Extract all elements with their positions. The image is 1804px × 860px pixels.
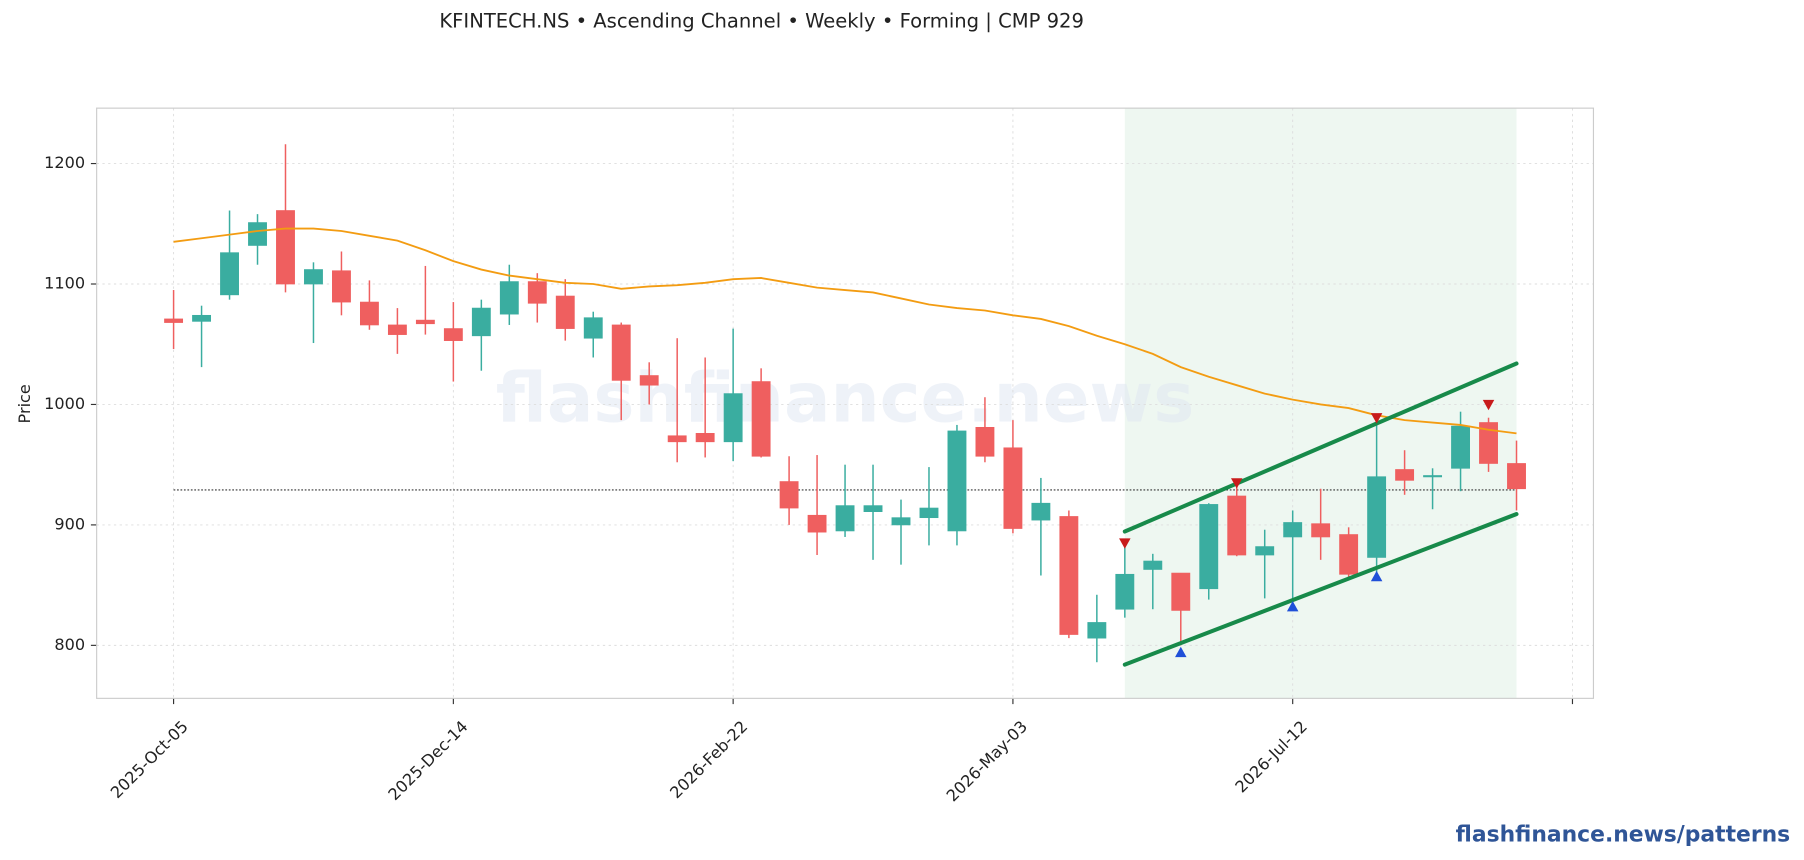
candle-body: [947, 430, 967, 532]
candle-body: [359, 301, 379, 326]
pivot-low-marker: [1175, 646, 1187, 658]
candle-body: [975, 426, 995, 457]
candle-body: [1143, 560, 1163, 570]
candle-body: [248, 222, 267, 246]
candle-body: [639, 375, 659, 386]
candle-body: [1087, 622, 1107, 639]
pivot-high-marker: [1230, 478, 1243, 489]
candle-body: [220, 252, 239, 296]
candle-body: [1199, 504, 1219, 590]
candle-body: [1451, 425, 1470, 469]
candle-body: [1255, 546, 1275, 556]
pivot-high-marker: [1482, 399, 1495, 411]
candle-body: [695, 433, 715, 443]
candle-body: [723, 393, 743, 443]
pivot-low-marker: [1286, 601, 1299, 612]
candle-body: [751, 381, 771, 457]
candle-body: [1367, 476, 1387, 558]
y-tick-label: 900: [54, 514, 85, 533]
pivot-high-marker: [1370, 413, 1383, 424]
channel-lower: [1122, 512, 1519, 667]
candle-body: [1479, 422, 1498, 464]
watermark: flashfinance.news: [496, 359, 1195, 439]
candle-body: [1395, 469, 1415, 481]
candle-body: [1423, 475, 1443, 478]
candle-body: [891, 517, 911, 526]
candle-body: [1059, 516, 1079, 635]
chart-title: KFINTECH.NS • Ascending Channel • Weekly…: [439, 9, 1084, 32]
candle-body: [863, 505, 883, 513]
candle-body: [527, 281, 547, 304]
candle-body: [443, 328, 463, 341]
moving-average-line: [173, 227, 1517, 435]
candle-body: [667, 435, 687, 443]
x-tick-label: 2025-Dec-14: [384, 717, 471, 804]
candle-body: [779, 481, 799, 509]
candle-body: [1227, 495, 1247, 556]
candle-body: [1283, 522, 1303, 538]
candle-body: [835, 505, 855, 532]
candle-body: [1171, 572, 1191, 611]
candle-body: [919, 507, 939, 519]
candle-body: [1115, 573, 1135, 610]
candle-body: [1031, 502, 1051, 521]
candle-body: [499, 281, 519, 315]
y-tick-label: 1200: [44, 153, 85, 172]
candle-body: [471, 307, 491, 337]
candle-body: [611, 324, 631, 381]
candle-body: [583, 317, 603, 339]
x-tick-label: 2026-Jul-12: [1231, 717, 1310, 796]
pivot-high-marker: [1119, 538, 1131, 549]
x-tick-label: 2025-Oct-05: [107, 717, 192, 802]
candle-body: [304, 269, 323, 285]
channel-upper: [1122, 361, 1519, 534]
candle-body: [1311, 523, 1331, 538]
pivot-low-marker: [1370, 570, 1383, 582]
candle-body: [387, 324, 407, 335]
y-tick-label: 1100: [44, 274, 85, 293]
footer: flashfinance.news/patterns: [1456, 822, 1791, 847]
y-tick-label: 800: [54, 635, 85, 654]
candle-body: [1003, 447, 1023, 529]
candle-body: [332, 270, 351, 303]
y-tick-label: 1000: [44, 394, 85, 413]
y-axis-label: Price: [15, 384, 34, 423]
candle-body: [276, 210, 295, 285]
x-tick-label: 2026-Feb-22: [666, 717, 751, 802]
candle-body: [1507, 463, 1526, 490]
x-tick-label: 2026-May-03: [943, 717, 1031, 805]
candle-body: [164, 318, 184, 323]
candle-body: [807, 514, 827, 533]
candle-body: [192, 314, 212, 322]
candle-body: [1339, 534, 1359, 575]
candle-body: [555, 295, 575, 329]
candle-body: [415, 319, 435, 325]
plot-frame: [96, 107, 1595, 699]
